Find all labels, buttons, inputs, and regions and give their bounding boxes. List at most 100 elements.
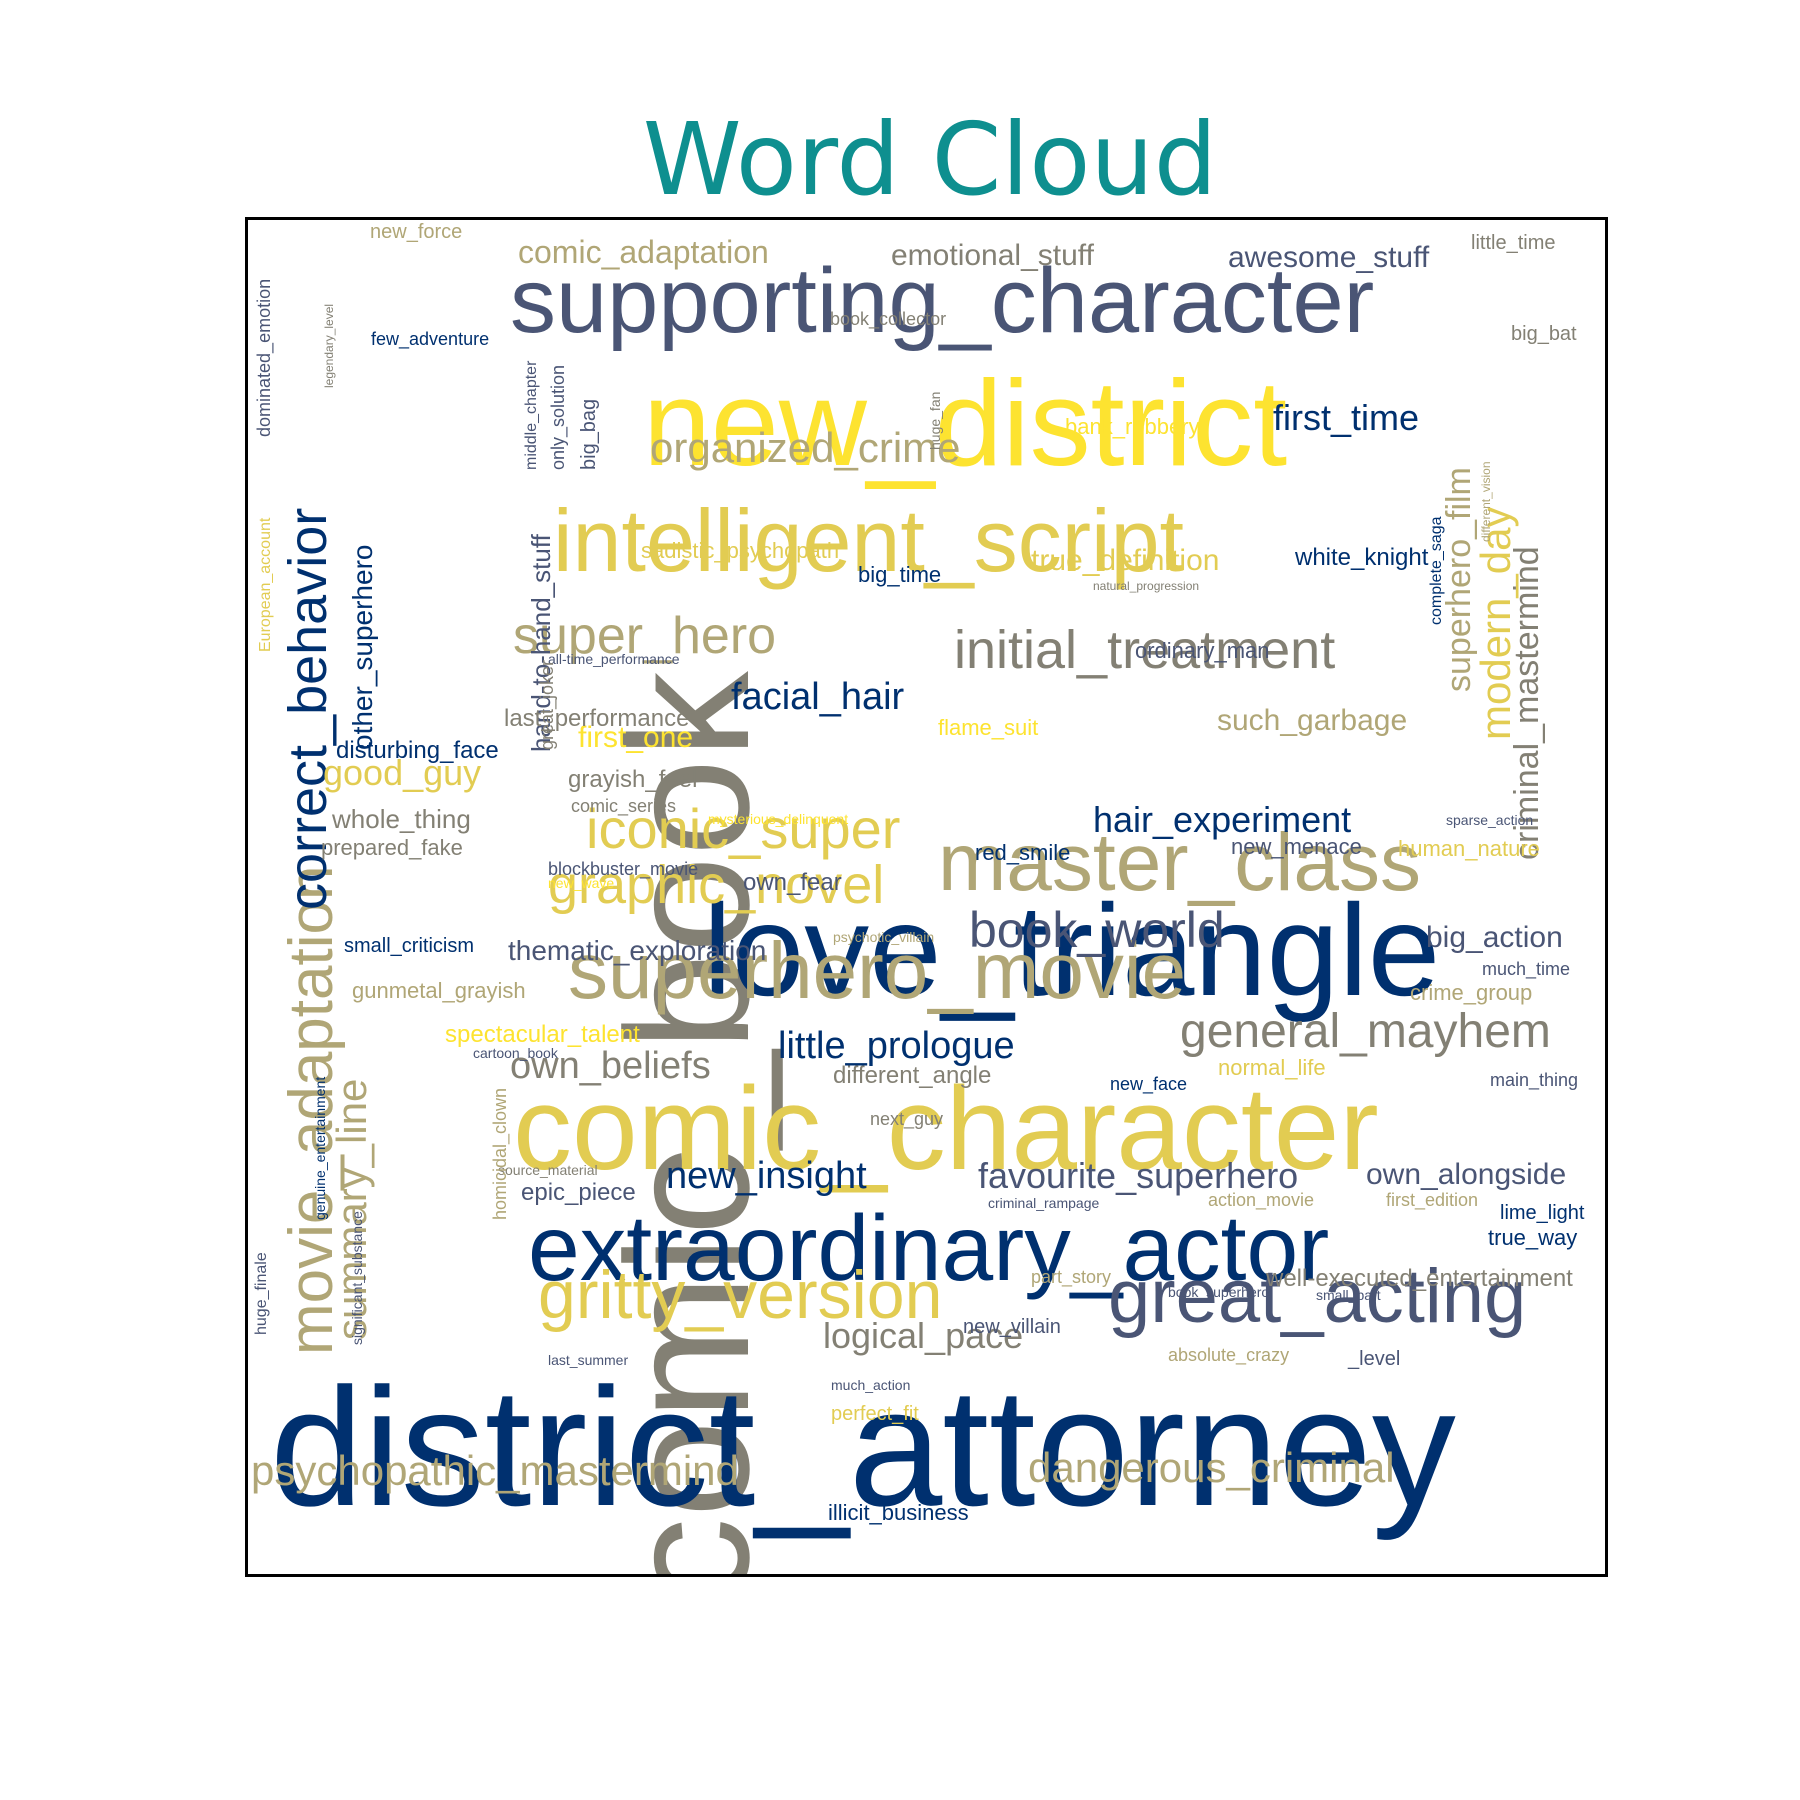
word-own-fear: own_fear — [743, 869, 842, 896]
word-human-nature: human_nature — [1398, 836, 1540, 861]
word-much-time: much_time — [1482, 959, 1570, 980]
word-other-superhero: other_superhero — [347, 545, 378, 750]
word-only-solution: only_solution — [548, 365, 569, 470]
word-emotional-stuff: emotional_stuff — [891, 239, 1095, 272]
word-gritty-version: gritty_version — [538, 1257, 942, 1333]
word-psychopathic-mastermind: psychopathic_mastermind — [251, 1447, 739, 1494]
word-white-knight: white_knight — [1294, 544, 1429, 571]
word-new-insight: new_insight — [666, 1155, 867, 1197]
word-graphic-novel: graphic_novel — [548, 855, 884, 915]
word-mysterious-delinquent: mysterious_delinquent — [708, 811, 848, 827]
word-dangerous-criminal: dangerous_criminal — [1028, 1444, 1395, 1491]
word-extraordinary-actor: extraordinary_actor — [528, 1196, 1329, 1300]
word-supporting-character: supporting_character — [510, 250, 1374, 352]
word-intelligent-script: intelligent_script — [553, 491, 1184, 590]
word-such-garbage: such_garbage — [1217, 704, 1407, 737]
word-huge-finale: huge_finale — [253, 1252, 270, 1335]
word-district-attorney: district_attorney — [270, 1353, 1456, 1541]
word-middle-chapter: middle_chapter — [523, 360, 540, 470]
word-natural-progression: natural_progression — [1093, 579, 1199, 593]
word-european-account: European_account — [257, 517, 274, 652]
word-movie-adaptation: movie_adaptation — [277, 866, 346, 1355]
word-new-force: new_force — [370, 221, 462, 243]
word-source-material: source_material — [498, 1162, 598, 1178]
word-great-joker: great_joker — [537, 660, 558, 750]
word-big-bat: big_bat — [1511, 323, 1577, 345]
word-whole-thing: whole_thing — [331, 804, 471, 834]
word-great-acting: great_acting — [1108, 1254, 1526, 1339]
word-book-superhero: book_superhero — [1168, 1284, 1269, 1300]
word-blockbuster-movie: blockbuster_movie — [548, 859, 698, 880]
word-few-adventure: few_adventure — [371, 329, 489, 350]
word-huge-fan: huge_fan — [927, 392, 943, 450]
word-own-alongside: own_alongside — [1366, 1158, 1566, 1191]
word-iconic-super: iconic_super — [586, 797, 900, 860]
word-small-part: small_part — [1316, 1287, 1381, 1303]
word-criminal-rampage: criminal_rampage — [988, 1195, 1099, 1211]
word-new-villain: new_villain — [963, 1316, 1061, 1338]
word-perfect-fit: perfect_fit — [831, 1403, 919, 1425]
word-bank-robbery: bank_robbery — [1065, 414, 1200, 439]
word-lime-light: lime_light — [1500, 1202, 1585, 1224]
word-correct-behavior: correct_behavior — [278, 508, 338, 910]
word-awesome-stuff: awesome_stuff — [1228, 241, 1430, 274]
word-big-time: big_time — [858, 562, 941, 587]
word-epic-piece: epic_piece — [521, 1179, 636, 1206]
word-summary-line: summary_line — [328, 1079, 375, 1340]
word-complete-saga: complete_saga — [1428, 516, 1445, 625]
word-little-prologue: little_prologue — [778, 1025, 1015, 1067]
word-book-collector: book_collector — [830, 309, 946, 330]
word-all-time-performance: all-time_performance — [548, 651, 680, 667]
word-illicit-business: illicit_business — [828, 1500, 969, 1525]
word-organized-crime: organized_crime — [650, 424, 961, 471]
word-hand-to-hand-stuff: hand-to-hand_stuff — [526, 533, 556, 752]
word-much-action: much_action — [831, 1377, 910, 1393]
word-logical-pace: logical_pace — [823, 1315, 1023, 1356]
word-part-story: part_story — [1031, 1267, 1111, 1288]
word-comic-series: comic_series — [571, 796, 676, 817]
word-first-edition: first_edition — [1386, 1190, 1478, 1211]
word-crime-group: crime_group — [1410, 980, 1532, 1005]
word-comic-adaptation: comic_adaptation — [518, 234, 769, 270]
word-thematic-exploration: thematic_exploration — [508, 935, 766, 966]
word-ordinary-man: ordinary_man — [1135, 638, 1270, 663]
word-big-action: big_action — [1426, 921, 1563, 954]
word-new-face: new_face — [1110, 1074, 1187, 1095]
word-true-way: true_way — [1488, 1225, 1577, 1250]
word-main-thing: main_thing — [1490, 1070, 1578, 1091]
word-homicidal-clown: homicidal_clown — [490, 1088, 511, 1220]
word-own-beliefs: own_beliefs — [510, 1045, 711, 1087]
word-new-wave: new_wave — [548, 875, 614, 891]
word-sparse-action: sparse_action — [1446, 812, 1533, 828]
word-first-time: first_time — [1273, 397, 1419, 438]
word-legendary-level: legendary_level — [322, 304, 336, 388]
word-true-definition: true_definition — [1031, 544, 1219, 577]
word-facial-hair: facial_hair — [731, 676, 905, 718]
word-dominated-emotion: dominated_emotion — [254, 279, 275, 437]
word-psychotic-villain: psychotic_villain — [833, 929, 934, 945]
word-comic-character: comic_character — [513, 1063, 1379, 1195]
word-different-vision: different_vision — [1479, 462, 1493, 543]
word-well-executed-entertainment: well-executed_entertainment — [1265, 1265, 1573, 1292]
word-last-summer: last_summer — [548, 1352, 628, 1368]
word-master-class: master_class — [938, 817, 1421, 908]
word-normal-life: normal_life — [1218, 1055, 1326, 1080]
word-next-guy: next_guy — [870, 1109, 943, 1130]
word-flame-suit: flame_suit — [938, 715, 1038, 740]
word-sadistic-psychopath: sadistic_psychopath — [641, 538, 839, 563]
word-significant-substance: significant_substance — [349, 1211, 365, 1345]
word-favourite-superhero: favourite_superhero — [978, 1155, 1298, 1196]
word-spectacular-talent: spectacular_talent — [445, 1021, 640, 1048]
word-last-performance: last_performance — [504, 705, 689, 732]
word-hair-experiment: hair_experiment — [1093, 799, 1351, 840]
chart-title: Word Cloud — [642, 101, 1218, 218]
word-love-triangle: love_triangle — [703, 877, 1440, 1023]
word-superhero-movie: superhero_movie — [568, 926, 1186, 1015]
word-modern-day: modern_day — [1472, 507, 1519, 740]
word-gunmetal-grayish: gunmetal_grayish — [352, 978, 526, 1003]
word-criminal-mastermind: criminal_mastermind — [1508, 546, 1546, 860]
word-little-time: little_time — [1471, 232, 1555, 254]
word-action-movie: action_movie — [1208, 1190, 1314, 1211]
word-cloud-panel: comic_book district_attorney love_triangle… — [245, 217, 1608, 1577]
